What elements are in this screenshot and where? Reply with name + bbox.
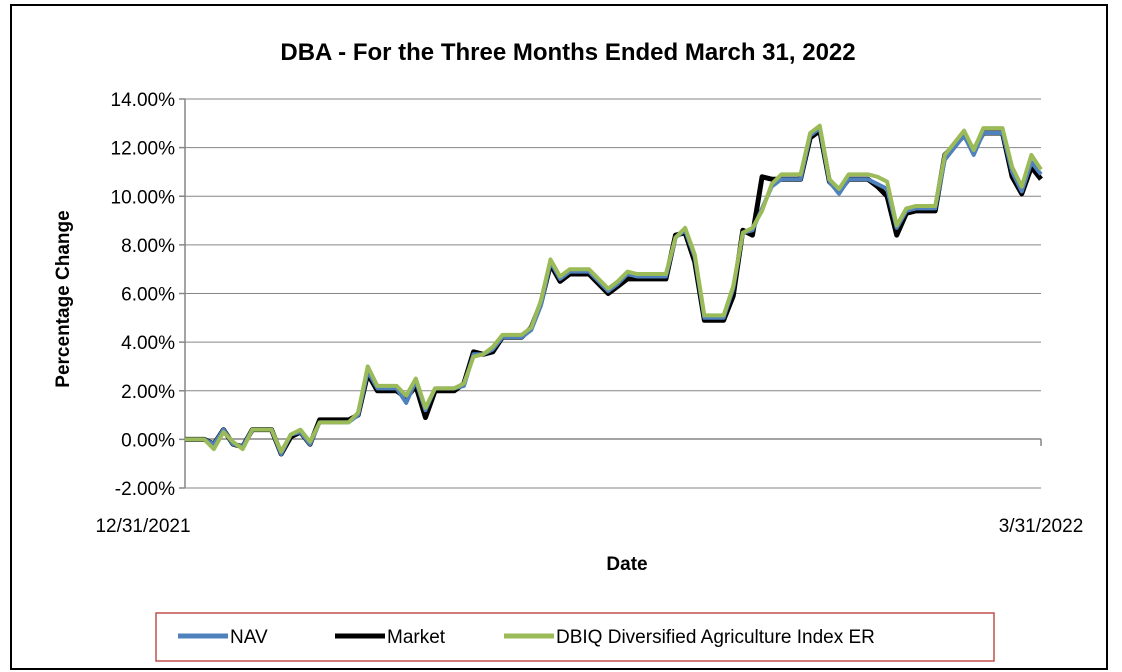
legend-label: DBIQ Diversified Agriculture Index ER — [556, 627, 875, 648]
chart-title: DBA - For the Three Months Ended March 3… — [280, 39, 855, 66]
y-tick-label: 8.00% — [121, 236, 175, 257]
y-axis-title: Percentage Change — [53, 210, 74, 387]
series-line-dbiq-diversified-agriculture-index-er — [185, 123, 1043, 454]
legend-label: Market — [387, 627, 446, 648]
legend: NAV Market DBIQ Diversified Agriculture In… — [178, 627, 875, 648]
y-tick-label: 10.00% — [111, 187, 176, 208]
series-lines — [185, 123, 1043, 457]
x-tick-start: 12/31/2021 — [95, 516, 190, 537]
x-axis-title: Date — [606, 554, 647, 575]
y-tick-label: 14.00% — [111, 90, 176, 111]
legend-label: NAV — [230, 627, 268, 648]
y-tick-label: 12.00% — [111, 139, 176, 160]
legend-box — [155, 612, 995, 662]
y-tick-label: 4.00% — [121, 333, 175, 354]
line-chart: DBA - For the Three Months Ended March 3… — [53, 39, 1084, 662]
y-tick-label: 2.00% — [121, 382, 175, 403]
y-tick-label: -2.00% — [115, 479, 175, 500]
chart-frame: DBA - For the Three Months Ended March 3… — [10, 4, 1108, 670]
gridlines — [179, 98, 1041, 489]
y-tick-label: 0.00% — [121, 430, 175, 451]
y-tick-labels: -2.00% 0.00% 2.00% 4.00% 6.00% 8.00% 10.00% 12.… — [111, 90, 176, 500]
series-line-market — [185, 128, 1043, 457]
y-tick-label: 6.00% — [121, 285, 175, 306]
x-tick-end: 3/31/2022 — [999, 516, 1084, 537]
